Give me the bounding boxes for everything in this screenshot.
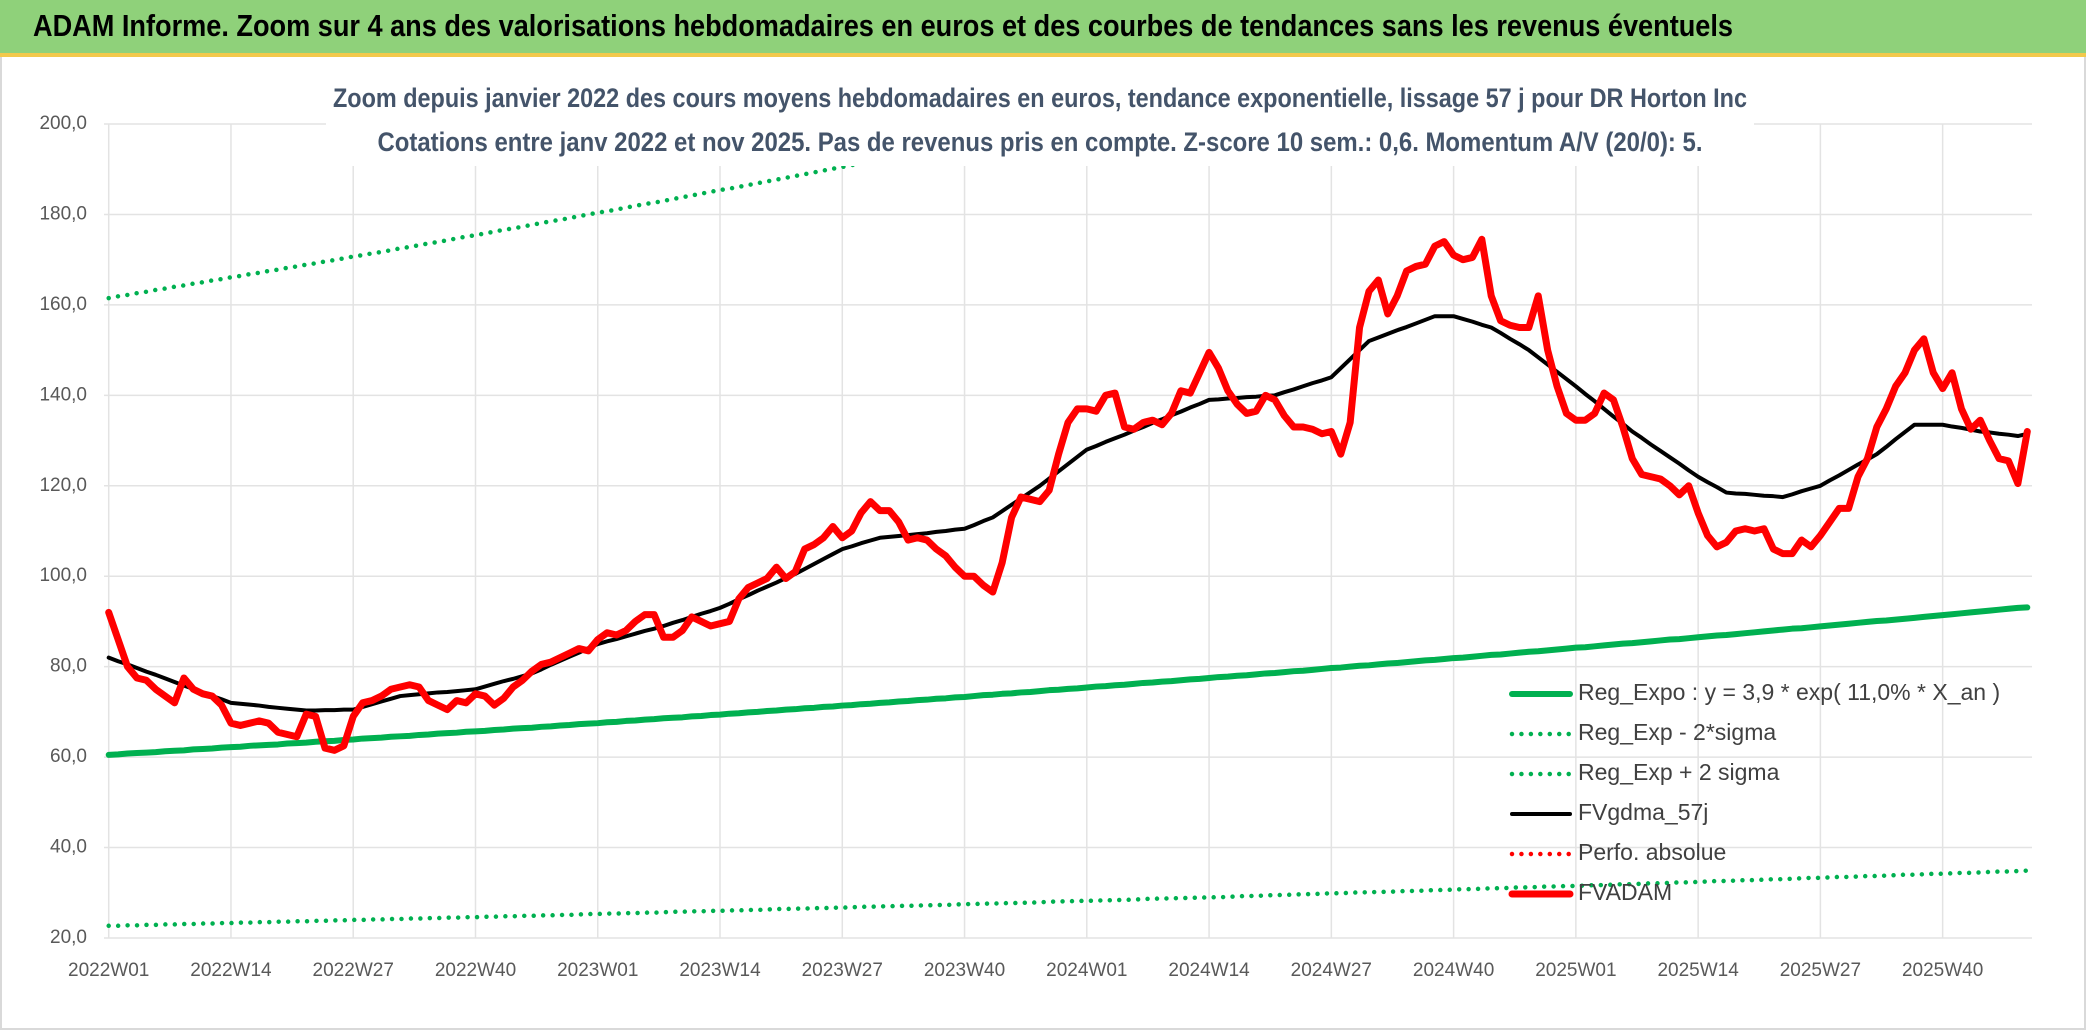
series-line [106,314,2030,713]
y-tick-label: 60,0 [50,746,87,767]
legend-label: Reg_Exp - 2*sigma [1578,719,1776,745]
banner [0,0,2086,53]
x-tick-label: 2023W14 [679,960,761,981]
x-tick-label: 2025W14 [1657,960,1739,981]
legend-label: Reg_Exp + 2 sigma [1578,759,1780,785]
x-tick-label: 2023W27 [802,960,883,981]
grid: 20,0 40,0 60,0 80,0 100,0 120,0 140,0 160,0 180,… [39,113,2032,981]
x-tick-label: 2022W27 [313,960,394,981]
x-tick-label: 2023W01 [557,960,638,981]
y-tick-label: 140,0 [39,384,87,405]
y-tick-label: 180,0 [39,203,87,224]
x-tick-label: 2024W40 [1413,960,1494,981]
x-tick-label: 2025W01 [1535,960,1616,981]
legend-label: FVgdma_57j [1578,799,1708,825]
y-tick-label: 80,0 [50,656,87,677]
x-tick-label: 2025W27 [1780,960,1861,981]
series-line [105,235,2031,754]
banner-rule [0,53,2086,57]
x-tick-label: 2024W14 [1168,960,1250,981]
x-tick-label: 2023W40 [924,960,1005,981]
y-tick-label: 160,0 [39,294,87,315]
legend-label: Reg_Expo : y = 3,9 * exp( 11,0% * X_an ) [1578,679,2000,705]
x-tick-label: 2022W14 [190,960,272,981]
title-box [326,80,1754,166]
x-tick-label: 2024W27 [1291,960,1372,981]
chart-title: Zoom depuis janvier 2022 des cours moyen… [333,83,1747,113]
y-tick-label: 200,0 [39,113,87,134]
y-tick-label: 40,0 [50,837,87,858]
legend-label: FVADAM [1578,879,1672,905]
y-tick-label: 20,0 [50,927,87,948]
legend-label: Perfo. absolue [1578,839,1726,865]
x-tick-label: 2022W40 [435,960,516,981]
x-tick-label: 2022W01 [68,960,149,981]
x-tick-label: 2024W01 [1046,960,1127,981]
x-tick-label: 2025W40 [1902,960,1983,981]
banner-title: ADAM Informe. Zoom sur 4 ans des valoris… [33,8,1733,43]
series-line [106,868,2030,929]
legend: Reg_Expo : y = 3,9 * exp( 11,0% * X_an )… [1508,679,2000,905]
chart-subtitle: Cotations entre janv 2022 et nov 2025. P… [378,127,1703,157]
y-tick-label: 120,0 [39,475,87,496]
y-tick-label: 100,0 [39,565,87,586]
series-line [105,604,2031,758]
